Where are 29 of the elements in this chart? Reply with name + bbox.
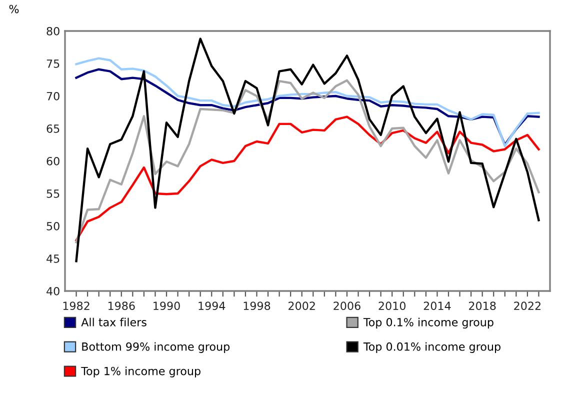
y-tick-label: 60 bbox=[46, 156, 60, 166]
y-tick-label: 80 bbox=[46, 26, 60, 36]
y-tick-label: 75 bbox=[46, 60, 60, 68]
x-tick-label: 1986 bbox=[108, 302, 135, 310]
y-tick-label: 70 bbox=[46, 92, 60, 100]
line-series bbox=[75, 79, 540, 244]
legend-label: Top 0.1% income group bbox=[363, 318, 494, 329]
line-series bbox=[75, 116, 540, 242]
y-tick-label: 50 bbox=[46, 222, 60, 230]
x-tick-label: 1994 bbox=[198, 302, 226, 310]
y-axis-title: % bbox=[9, 4, 19, 14]
x-tick-label: 2022 bbox=[514, 302, 540, 310]
line-series bbox=[75, 38, 540, 262]
x-tick-label: 2018 bbox=[469, 302, 496, 310]
legend-label: Bottom 99% income group bbox=[82, 342, 230, 353]
x-tick-label: 1990 bbox=[154, 302, 180, 310]
legend-label: Top 0.01% income group bbox=[363, 342, 500, 353]
legend-label: All tax filers bbox=[81, 318, 146, 326]
y-tick-label: 65 bbox=[46, 124, 60, 133]
legend-label: Top 1% income group bbox=[81, 366, 200, 378]
x-tick-label: 2010 bbox=[378, 302, 406, 310]
y-tick-label: 55 bbox=[46, 190, 60, 198]
y-tick-label: 45 bbox=[46, 254, 60, 263]
x-tick-label: 1998 bbox=[244, 302, 270, 310]
y-tick-label: 40 bbox=[46, 286, 60, 296]
x-tick-label: 2006 bbox=[334, 302, 360, 310]
x-tick-label: 2014 bbox=[424, 302, 451, 310]
x-tick-label: 2002 bbox=[288, 302, 315, 310]
x-tick-label: 1982 bbox=[63, 302, 90, 310]
